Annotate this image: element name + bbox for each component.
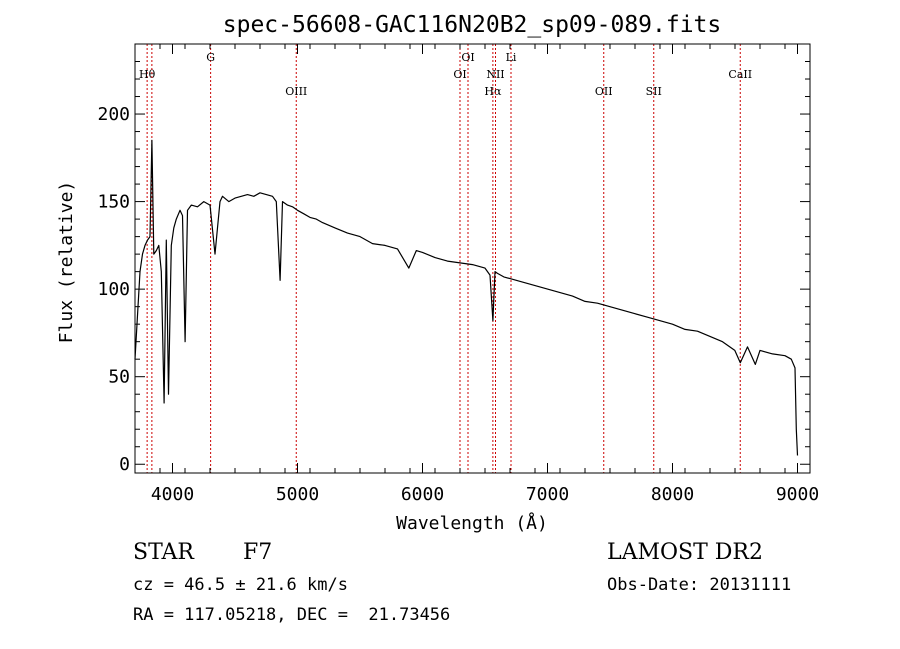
spectrum-line	[134, 139, 799, 456]
y-tick-label: 200	[97, 104, 130, 125]
object-subclass: F7	[243, 540, 272, 565]
x-tick-label: 7000	[526, 484, 569, 505]
marker-label: OII	[595, 85, 613, 98]
marker-label: G	[206, 51, 215, 64]
redshift-cz: cz = 46.5 ± 21.6 km/s	[133, 575, 348, 595]
chart-title: spec-56608-GAC116N20B2_sp09-089.fits	[223, 12, 722, 38]
y-tick-label: 150	[97, 192, 130, 213]
marker-label: OI	[461, 51, 474, 64]
marker-label: SII	[646, 85, 662, 98]
marker-label: OIII	[285, 85, 307, 98]
y-axis: 0 50 100 150 200	[97, 61, 810, 475]
observation-date: Obs-Date: 20131111	[607, 575, 791, 595]
marker-label: Hθ	[139, 68, 156, 81]
y-tick-label: 0	[119, 454, 130, 475]
plot-frame	[134, 43, 811, 474]
x-axis: 4000 5000 6000 7000 8000 9000	[134, 44, 819, 505]
y-axis-label: Flux (relative)	[56, 181, 77, 344]
object-class: STAR	[133, 540, 195, 565]
x-tick-label: 6000	[401, 484, 444, 505]
x-tick-label: 8000	[651, 484, 694, 505]
coordinates: RA = 117.05218, DEC = 21.73456	[133, 605, 450, 625]
marker-label: NII	[486, 68, 504, 81]
x-axis-label: Wavelength (Å)	[396, 512, 548, 534]
survey-name: LAMOST DR2	[607, 540, 763, 565]
x-tick-label: 9000	[776, 484, 819, 505]
x-tick-label: 4000	[151, 484, 194, 505]
marker-label: CaII	[728, 68, 752, 81]
marker-label: Li	[506, 51, 517, 64]
marker-label: Hα	[484, 85, 502, 98]
x-tick-label: 5000	[276, 484, 319, 505]
marker-label: OI	[453, 68, 466, 81]
y-tick-label: 50	[108, 367, 130, 388]
y-tick-label: 100	[97, 279, 130, 300]
series-layer	[134, 139, 799, 456]
